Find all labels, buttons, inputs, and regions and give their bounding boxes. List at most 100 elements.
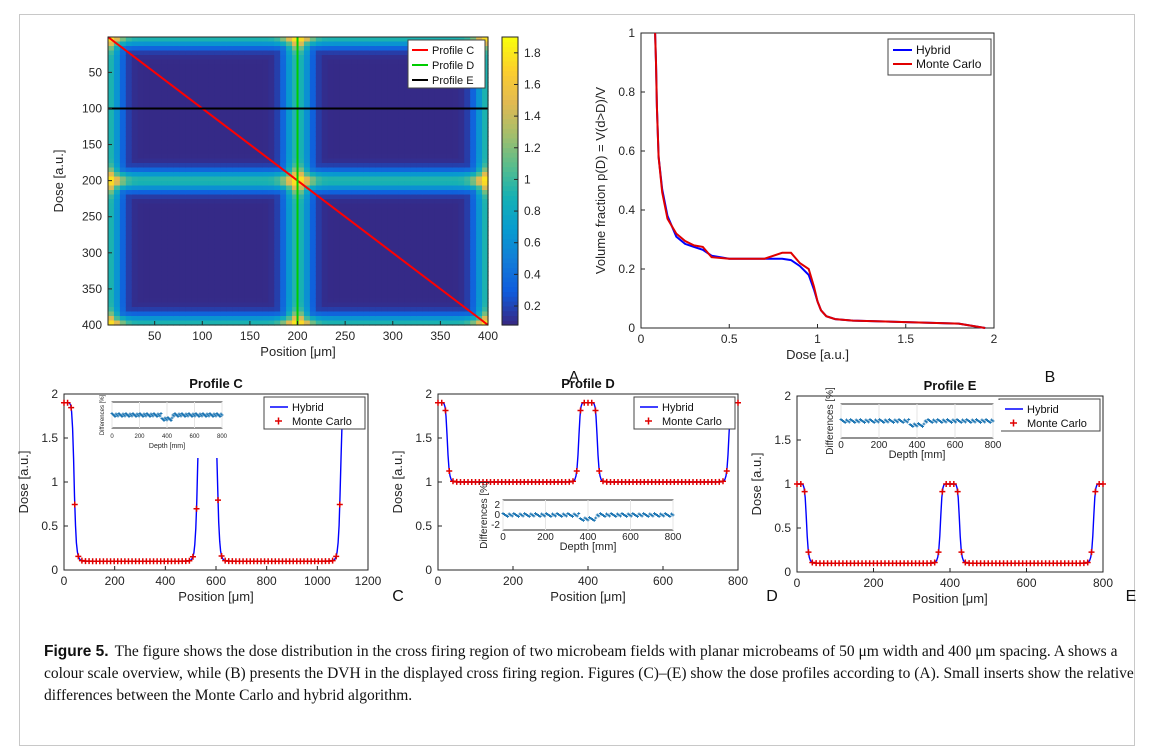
heatmap-cell [208, 284, 216, 290]
heatmap-cell [137, 203, 145, 209]
heatmap-cell [315, 244, 323, 250]
heatmap-cell [155, 77, 163, 83]
heatmap-cell [321, 154, 329, 160]
heatmap-cell [363, 163, 370, 169]
heatmap-cell [482, 284, 489, 290]
heatmap-cell [357, 181, 364, 187]
heatmap-cell [410, 298, 418, 304]
heatmap-cell [357, 100, 364, 106]
heatmap-cell [155, 46, 163, 52]
heatmap-cell [220, 95, 228, 101]
heatmap-cell [167, 203, 174, 209]
heatmap-cell [309, 167, 317, 173]
heatmap-cell [113, 221, 121, 227]
inset-y-tick-label: 2 [494, 500, 500, 511]
heatmap-cell [369, 127, 376, 133]
heatmap-cell [303, 118, 311, 124]
heatmap-cell [280, 275, 287, 281]
heatmap-cell [250, 289, 258, 295]
heatmap-cell [327, 100, 335, 106]
heatmap-cell [428, 100, 436, 106]
inset-point [572, 512, 576, 516]
heatmap-cell [303, 59, 311, 65]
heatmap-cell [393, 41, 400, 47]
heatmap-cell [422, 262, 430, 268]
y-tick-label: 1.5 [41, 431, 58, 445]
heatmap-cell [286, 320, 293, 326]
heatmap-cell [191, 109, 198, 115]
heatmap-cell [393, 221, 400, 227]
colorbar-tick-label: 0.8 [524, 204, 541, 218]
heatmap-cell [250, 104, 258, 110]
heatmap-cell [208, 316, 216, 322]
heatmap-cell [244, 149, 252, 155]
heatmap-cell [363, 257, 370, 263]
heatmap-cell [351, 82, 358, 88]
heatmap-cell [119, 64, 127, 70]
heatmap-cell [262, 262, 269, 268]
heatmap-cell [125, 298, 133, 304]
heatmap-cell [185, 100, 192, 106]
heatmap-cell [113, 235, 121, 241]
heatmap-cell [464, 212, 471, 218]
heatmap-cell [113, 100, 121, 106]
heatmap-cell [214, 154, 222, 160]
inset-point [969, 421, 973, 424]
x-tick-label: 200 [288, 329, 308, 343]
heatmap-cell [375, 127, 382, 133]
inset-point [598, 512, 602, 515]
heatmap-cell [191, 284, 198, 290]
heatmap-cell [393, 154, 400, 160]
colorbar-step [502, 291, 518, 297]
colorbar-step [502, 157, 518, 163]
heatmap-cell [482, 100, 489, 106]
heatmap-cell [410, 230, 418, 236]
heatmap-cell [357, 244, 364, 250]
heatmap-cell [375, 140, 382, 146]
heatmap-cell [321, 311, 329, 317]
heatmap-cell [440, 199, 448, 205]
heatmap-cell [298, 163, 305, 169]
heatmap-cell [298, 262, 305, 268]
heatmap-cell [398, 190, 406, 196]
heatmap-cell [137, 145, 145, 151]
heatmap-cell [309, 163, 317, 169]
heatmap-cell [161, 136, 168, 142]
inset-point [618, 514, 622, 518]
heatmap-cell [345, 176, 353, 182]
heatmap-cell [155, 64, 163, 70]
inset-point [640, 514, 644, 518]
heatmap-cell [482, 257, 489, 263]
heatmap-cell [262, 203, 269, 209]
heatmap-cell [256, 73, 263, 79]
heatmap-cell [286, 50, 293, 56]
heatmap-cell [173, 311, 180, 317]
heatmap-cell [387, 212, 394, 218]
heatmap-cell [113, 37, 121, 43]
heatmap-cell [250, 37, 258, 43]
legend-label: Monte Carlo [1027, 418, 1087, 430]
heatmap-cell [262, 212, 269, 218]
heatmap-cell [268, 199, 275, 205]
heatmap-cell [470, 217, 477, 223]
heatmap-cell [108, 289, 115, 295]
heatmap-cell [303, 91, 311, 97]
heatmap-cell [232, 68, 240, 74]
heatmap-cell [119, 50, 127, 56]
marker-monte-carlo [935, 549, 942, 556]
heatmap-cell [167, 131, 174, 137]
heatmap-cell [333, 185, 341, 191]
heatmap-cell [143, 131, 151, 137]
heatmap-cell [167, 257, 174, 263]
heatmap-cell [250, 149, 258, 155]
heatmap-cell [108, 131, 115, 137]
heatmap-cell [315, 266, 323, 272]
heatmap-cell [137, 77, 145, 83]
heatmap-cell [345, 82, 353, 88]
heatmap-cell [363, 293, 370, 299]
inset-point [591, 518, 595, 521]
y-tick-label: 0.2 [618, 262, 635, 276]
inset-point [662, 514, 666, 518]
heatmap-cell [458, 181, 465, 187]
heatmap-cell [191, 266, 198, 272]
